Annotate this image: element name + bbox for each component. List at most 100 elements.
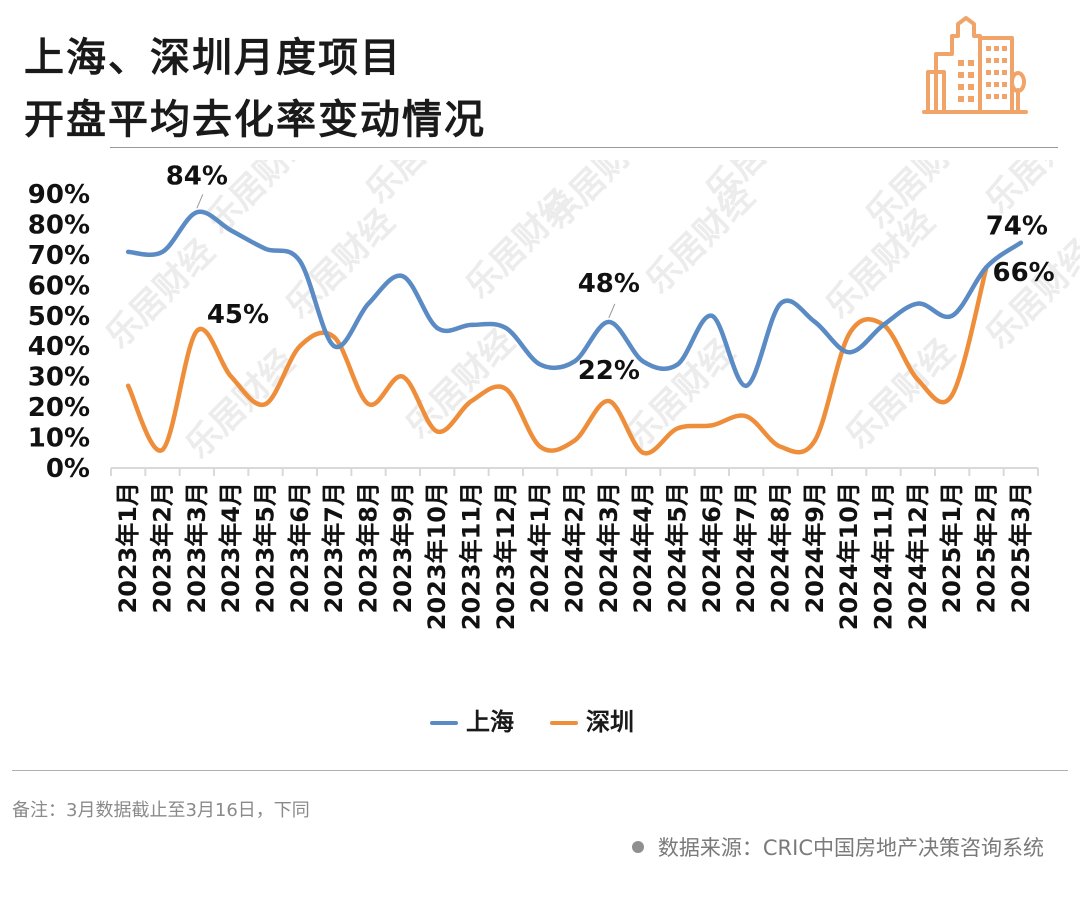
data-point [606,399,611,404]
x-tick-label: 2023年6月 [286,482,314,614]
watermark-text: 乐居财经 [638,177,762,301]
data-point [915,377,920,382]
y-tick-label: 0% [46,454,90,484]
data-point [503,386,508,391]
data-point [400,274,405,279]
x-tick-label: 2023年8月 [355,482,383,614]
watermark-text: 乐居财经 [398,322,522,446]
data-point [641,359,646,364]
data-point [812,438,817,443]
x-tick-label: 2023年2月 [149,482,177,614]
data-point [778,301,783,306]
x-tick-label: 2024年1月 [526,482,554,614]
data-point [744,383,749,388]
x-tick-label: 2024年8月 [767,482,795,614]
data-point [778,444,783,449]
y-tick-label: 10% [28,424,90,454]
y-tick-label: 70% [28,241,90,271]
data-point [160,447,165,452]
data-point [297,258,302,263]
x-tick-label: 2023年7月 [320,482,348,614]
data-point [709,313,714,318]
x-tick-label: 2023年3月 [183,482,211,614]
chart-legend: 上海 深圳 [430,704,670,740]
chart-title-line-1: 上海、深圳月度项目 [24,35,402,81]
watermark-text: 乐居财经 [178,342,302,466]
data-label-leader [608,303,616,319]
watermark-text: 乐居财经 [458,182,582,306]
data-point [160,249,165,254]
data-point [366,402,371,407]
data-point [366,301,371,306]
data-label-leader [196,194,204,209]
data-point [984,265,989,270]
data-point [812,319,817,324]
x-tick-label: 2025年1月 [938,482,966,614]
x-tick-label: 2024年11月 [870,482,898,630]
x-tick-label: 2024年12月 [904,482,932,630]
data-point [229,228,234,233]
data-source-text: 数据来源：CRIC中国房地产决策咨询系统 [657,836,1044,860]
x-tick-label: 2025年3月 [1007,482,1035,614]
data-point [572,359,577,364]
x-tick-label: 2023年11月 [458,482,486,630]
data-label: 74% [986,212,1048,242]
data-point [400,374,405,379]
data-point [950,313,955,318]
data-label: 48% [578,269,640,299]
x-tick-label: 2023年1月 [114,482,142,614]
data-point [709,423,714,428]
watermark-text: 乐居财经 [358,160,482,211]
data-point [297,344,302,349]
x-tick-label: 2024年5月 [664,482,692,614]
x-tick-label: 2023年12月 [492,482,520,630]
title-divider [110,147,1058,148]
data-label: 45% [207,300,269,330]
watermark-text: 乐居财经 [278,202,402,326]
legend-label-shenzhen: 深圳 [586,708,634,736]
x-tick-label: 2024年3月 [595,482,623,614]
data-point [229,374,234,379]
y-tick-label: 40% [28,332,90,362]
data-point [435,429,440,434]
x-tick-label: 2024年6月 [698,482,726,614]
legend-swatch-shenzhen [550,721,578,725]
data-source: 数据来源：CRIC中国房地产决策咨询系统 [631,832,1044,862]
y-tick-label: 30% [28,363,90,393]
data-point [263,246,268,251]
data-point [572,438,577,443]
data-point [435,325,440,330]
data-point [881,322,886,327]
data-point [332,335,337,340]
data-point [194,210,199,215]
data-point [915,301,920,306]
x-tick-label: 2023年4月 [217,482,245,614]
chart-title-line-2: 开盘平均去化率变动情况 [24,97,486,143]
data-point [126,249,131,254]
y-tick-label: 50% [28,302,90,332]
data-point [950,392,955,397]
y-tick-label: 20% [28,393,90,423]
legend-swatch-shanghai [430,721,458,725]
data-point [538,444,543,449]
data-point [744,414,749,419]
data-point [538,362,543,367]
y-tick-label: 80% [28,210,90,240]
data-point [503,325,508,330]
data-label: 22% [578,356,640,386]
data-point [606,319,611,324]
x-tick-label: 2024年4月 [629,482,657,614]
data-point [641,450,646,455]
data-label: 66% [993,258,1055,288]
watermark-text: 乐居财经 [618,332,742,456]
x-tick-label: 2023年10月 [423,482,451,630]
y-tick-label: 90% [28,180,90,210]
buildings-icon [922,16,1028,114]
data-point [194,329,199,333]
x-tick-label: 2024年9月 [801,482,829,614]
legend-label-shanghai: 上海 [466,708,514,736]
data-point [847,332,852,337]
x-tick-label: 2023年9月 [389,482,417,613]
x-tick-label: 2024年2月 [561,482,589,614]
data-point [675,362,680,367]
